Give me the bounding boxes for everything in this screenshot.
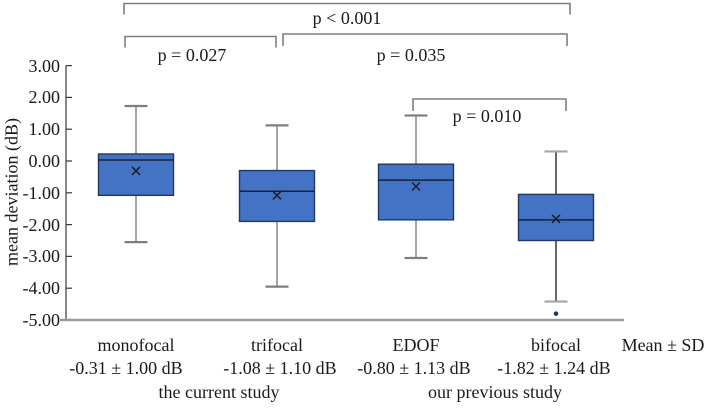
y-tick-label: 1.00 (28, 119, 61, 140)
category-label: monofocal (97, 335, 175, 355)
group-label: our previous study (428, 382, 562, 402)
p-value-label: p = 0.010 (452, 106, 522, 126)
boxplot-trifocal (238, 124, 316, 288)
p-value-label: p < 0.001 (312, 8, 382, 28)
category-label: trifocal (251, 335, 303, 355)
box-body (97, 153, 175, 197)
mean-x-marker (411, 181, 421, 191)
significance-bracket (412, 98, 567, 111)
significance-bracket (124, 35, 277, 48)
group-label: the current study (158, 382, 280, 402)
category-label: EDOF (392, 335, 440, 355)
mean-x-marker (272, 190, 282, 200)
p-value-label: p = 0.027 (157, 45, 227, 65)
y-tick-label: 0.00 (28, 151, 61, 171)
mean-x-marker (551, 214, 561, 224)
y-axis (65, 64, 72, 320)
box-body (517, 193, 595, 242)
boxplot-bifocal (517, 150, 595, 316)
y-tick-label: -2.00 (22, 214, 61, 235)
y-tick-label: -3.00 (22, 246, 61, 267)
y-tick-label: 3.00 (28, 55, 61, 76)
mean-sd-value: -1.08 ± 1.10 dB (223, 358, 337, 378)
y-tick-label: -4.00 (22, 278, 61, 299)
y-tick-label: -1.00 (22, 182, 61, 203)
boxplot-monofocal (97, 104, 175, 244)
y-tick-label: -5.00 (22, 310, 61, 330)
y-tick-label: 2.00 (28, 87, 61, 108)
boxplot-EDOF (377, 114, 455, 260)
mean-x-marker (131, 166, 141, 176)
mean-sd-value: -0.80 ± 1.13 dB (357, 358, 471, 378)
mean-sd-value: -1.82 ± 1.24 dB (497, 358, 611, 378)
p-value-label: p = 0.035 (376, 45, 446, 65)
outlier-point (553, 311, 559, 316)
category-label: bifocal (531, 335, 581, 355)
significance-bracket (123, 2, 571, 15)
mean-sd-header: Mean ± SD (621, 335, 705, 355)
box-body (377, 163, 455, 221)
mean-sd-value: -0.31 ± 1.00 dB (69, 358, 183, 378)
significance-bracket (282, 33, 568, 46)
